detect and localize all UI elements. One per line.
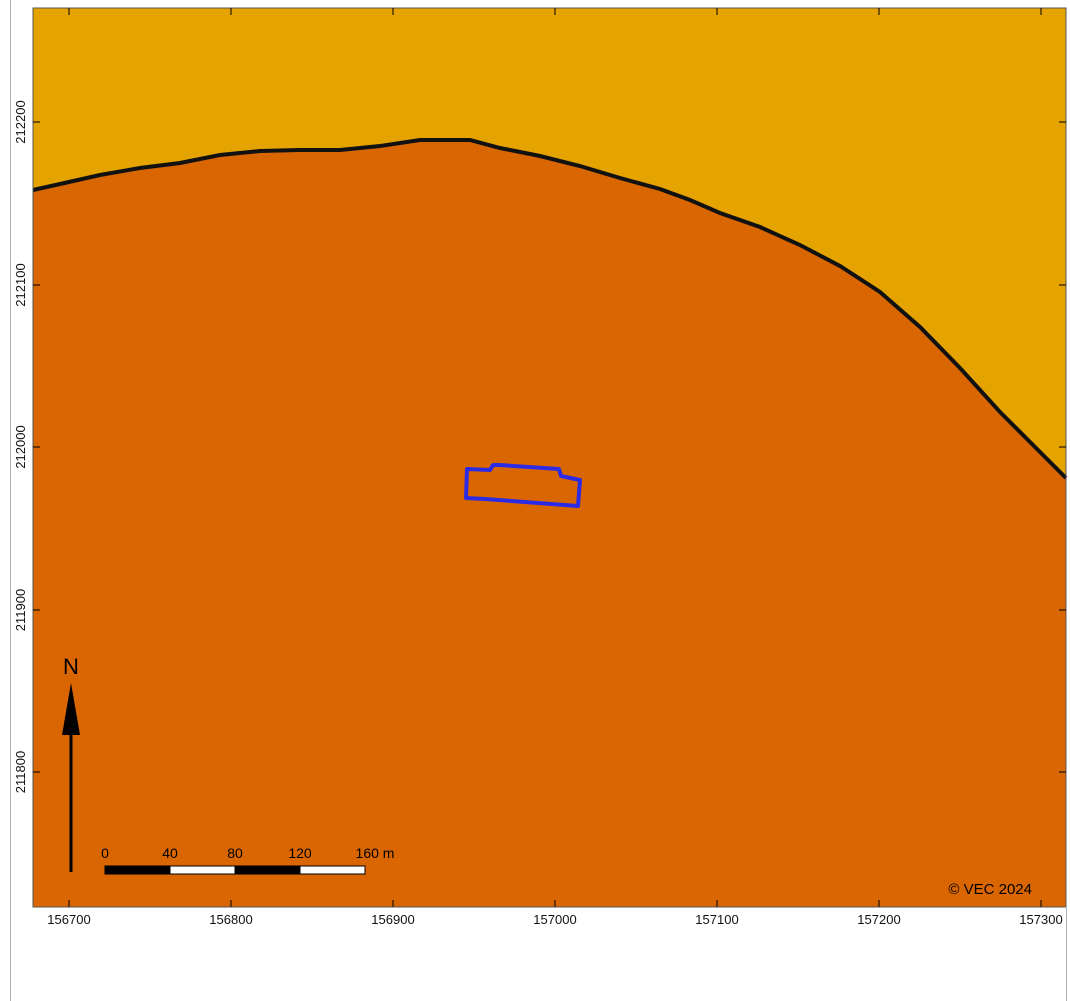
scale-bar-label: 40 (162, 845, 178, 861)
scale-bar-label: 0 (101, 845, 109, 861)
region-boundary-line (32, 138, 1068, 480)
x-tick-label: 157200 (857, 912, 900, 927)
x-tick-label: 157300 (1019, 912, 1062, 927)
left-edge-line (10, 0, 11, 1001)
scale-bar-label: 120 (288, 845, 312, 861)
y-tick-label: 212100 (13, 263, 28, 306)
y-tick-label: 212000 (13, 425, 28, 468)
copyright-label: © VEC 2024 (948, 881, 1032, 898)
north-arrow-head (62, 683, 80, 735)
site-outline (464, 463, 582, 508)
scale-bar-segment (169, 865, 236, 875)
y-tick-label: 212200 (13, 100, 28, 143)
north-arrow: N (62, 654, 80, 872)
map-frame (32, 7, 1067, 908)
scale-bar-label: 160 m (356, 845, 395, 861)
x-ticks-top (68, 8, 1042, 15)
lower-region (33, 140, 1066, 907)
x-tick-label: 157000 (533, 912, 576, 927)
y-ticks-left (33, 121, 40, 773)
scale-bar-segment (299, 865, 366, 875)
scale-bar-segment (234, 865, 301, 875)
x-tick-label: 156700 (47, 912, 90, 927)
x-ticks-bottom (68, 900, 1042, 907)
y-tick-label: 211900 (13, 589, 28, 631)
scale-bar: 0 40 80 120 160 m (101, 845, 395, 875)
scale-bar-label: 80 (227, 845, 243, 861)
north-label: N (63, 654, 79, 679)
x-tick-label: 157100 (695, 912, 738, 927)
right-edge-line (1066, 908, 1067, 1001)
y-tick-label: 211800 (13, 751, 28, 793)
x-tick-label: 156800 (209, 912, 252, 927)
scale-bar-segment (104, 865, 171, 875)
y-ticks-right (1059, 121, 1066, 773)
x-tick-label: 156900 (371, 912, 414, 927)
